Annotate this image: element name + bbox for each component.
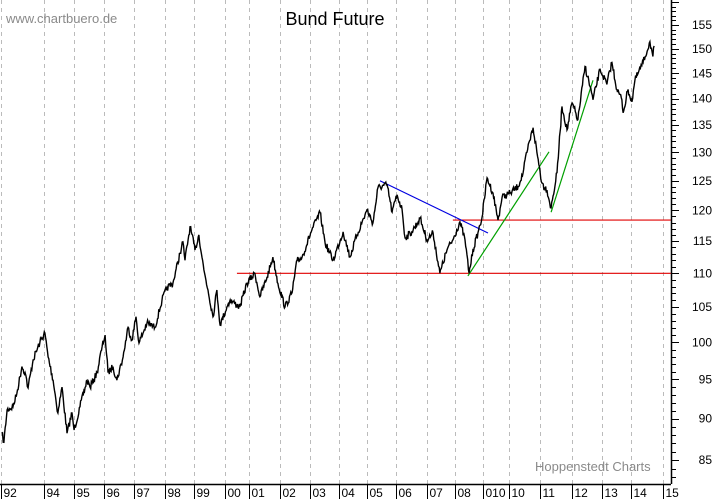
grid xyxy=(1,0,664,484)
price-series xyxy=(1,39,655,444)
uptrend-line xyxy=(467,151,550,277)
x-tick-label: 08 xyxy=(458,486,472,499)
downtrend-line xyxy=(379,180,489,234)
x-tick-label: 98 xyxy=(168,486,182,499)
x-tick-label: 94 xyxy=(47,486,61,499)
x-tick-label: 06 xyxy=(399,486,413,499)
x-tick-label: 03 xyxy=(313,486,327,499)
y-tick-label: 155 xyxy=(692,18,712,32)
y-tick-label: 85 xyxy=(699,453,713,467)
provider-watermark: Hoppenstedt Charts xyxy=(535,459,651,474)
x-tick-label: 96 xyxy=(107,486,121,499)
source-watermark: www.chartbuero.de xyxy=(5,11,117,26)
y-tick-label: 105 xyxy=(692,300,712,314)
x-tick-label: 99 xyxy=(197,486,211,499)
x-tick-label: 12 xyxy=(575,486,589,499)
y-tick-label: 145 xyxy=(692,66,712,80)
y-tick-label: 150 xyxy=(692,42,712,56)
x-tick-label: 07 xyxy=(430,486,444,499)
y-tick-label: 140 xyxy=(692,92,712,106)
x-tick-label: 05 xyxy=(370,486,384,499)
y-tick-label: 135 xyxy=(692,118,712,132)
y-tick-label: 130 xyxy=(692,145,712,159)
x-tick-label: 92 xyxy=(4,486,18,499)
y-tick-label: 90 xyxy=(699,412,713,426)
trend-lines xyxy=(236,80,671,277)
x-tick-label: 010 xyxy=(486,486,506,499)
y-tick-label: 95 xyxy=(699,372,713,386)
y-tick-label: 100 xyxy=(692,335,712,349)
x-tick-label: 95 xyxy=(77,486,91,499)
y-tick-label: 115 xyxy=(693,234,712,248)
x-tick-label: 01 xyxy=(252,486,266,499)
y-tick-label: 110 xyxy=(693,266,712,280)
price-line xyxy=(1,39,655,444)
x-tick-label: 14 xyxy=(634,486,648,499)
y-tick-label: 125 xyxy=(692,174,712,188)
x-tick-label: 11 xyxy=(543,486,556,499)
x-tick-label: 10 xyxy=(512,486,526,499)
y-tick-label: 120 xyxy=(692,203,712,217)
x-tick-label: 00 xyxy=(228,486,242,499)
x-tick-label: 02 xyxy=(283,486,297,499)
x-tick-label: 15 xyxy=(666,486,680,499)
uptrend-line xyxy=(550,80,594,213)
chart-title: Bund Future xyxy=(285,9,384,29)
x-tick-label: 04 xyxy=(342,486,356,499)
x-tick-label: 97 xyxy=(137,486,151,499)
x-tick-label: 13 xyxy=(605,486,619,499)
